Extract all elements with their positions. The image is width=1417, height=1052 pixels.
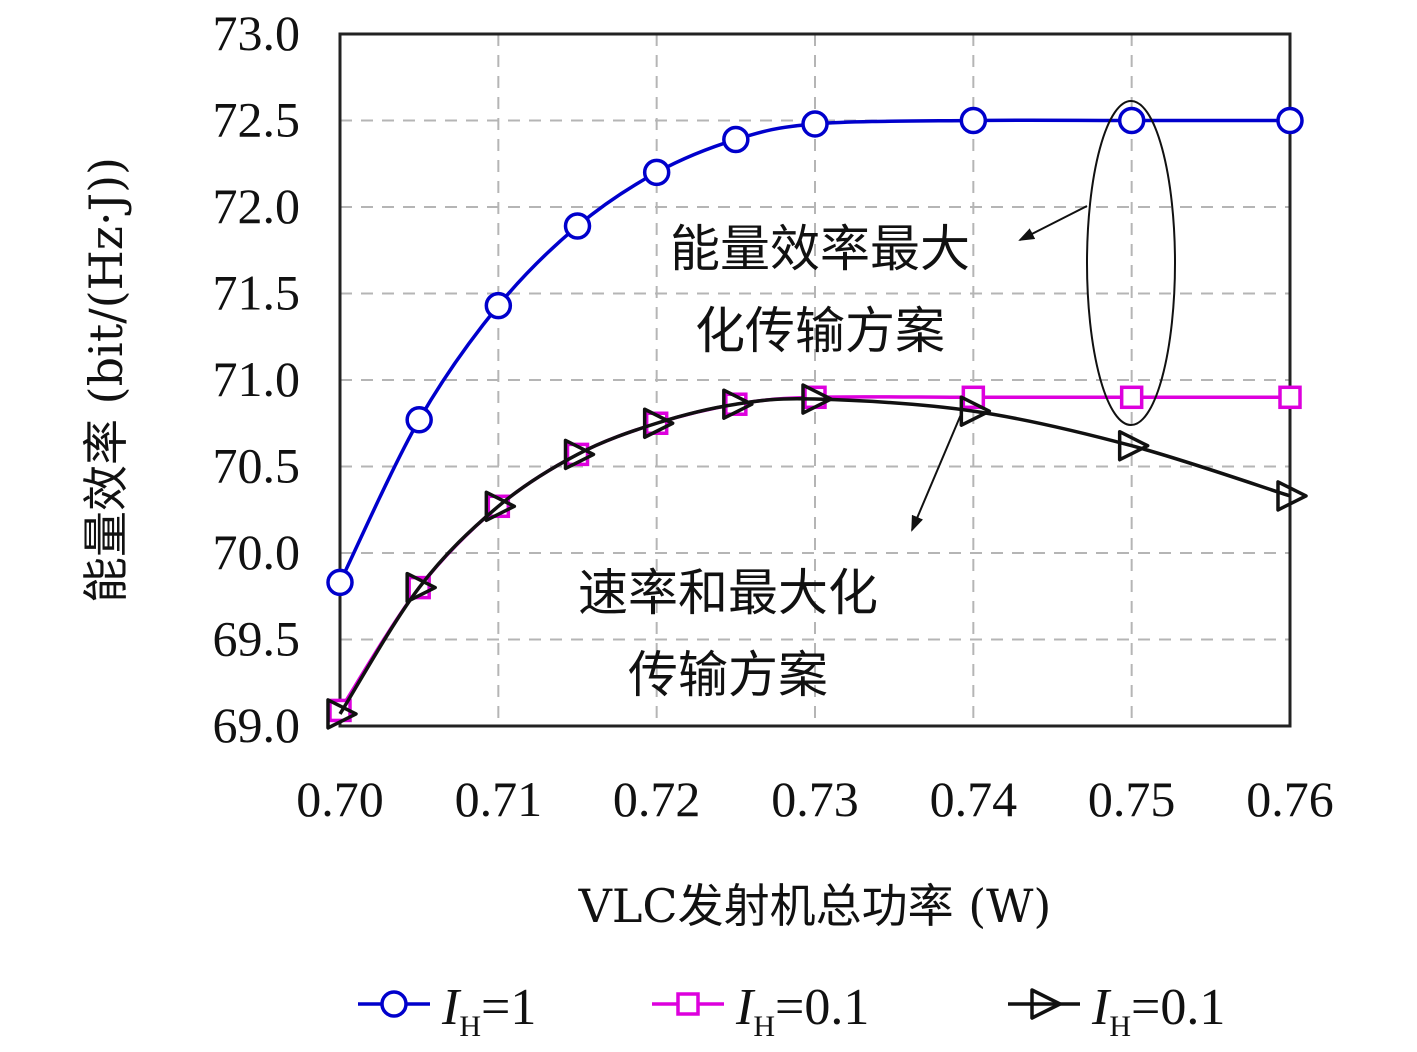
series-1-point: [642, 158, 671, 187]
series-2-point: [1278, 385, 1302, 410]
annotation-1-line-2: 化传输方案: [695, 302, 945, 360]
series-1-point: [563, 212, 592, 240]
x-tick-label: 0.75: [1088, 771, 1176, 827]
legend-item-1: IH=1: [358, 979, 536, 1043]
series-1: [326, 106, 1304, 597]
x-tick-label: 0.76: [1246, 771, 1334, 827]
y-tick-labels: 69.0 69.5 70.0 70.5 71.0 71.5 72.0 72.5 73.0: [213, 5, 301, 753]
x-tick-label: 0.70: [296, 771, 384, 827]
y-tick-label: 71.5: [213, 265, 301, 321]
series-3-point: [326, 698, 358, 730]
series-1-point: [722, 125, 750, 154]
legend-swatch-marker-3: [1030, 988, 1062, 1020]
series-3-point: [642, 407, 675, 439]
series-3-point: [959, 395, 992, 427]
legend-item-2: IH=0.1: [652, 979, 869, 1043]
x-tick-label: 0.71: [455, 771, 543, 827]
annotation-ellipse: [1086, 100, 1176, 426]
y-tick-label: 70.5: [213, 438, 301, 494]
y-tick-label: 70.0: [213, 524, 301, 580]
series-3-point: [484, 490, 517, 523]
legend-swatch-marker-1: [380, 990, 408, 1018]
legend-label-2: IH=0.1: [735, 979, 869, 1043]
y-tick-label: 72.0: [213, 178, 301, 234]
series-1-point: [1276, 106, 1304, 135]
y-tick-label: 71.0: [213, 351, 301, 407]
series-1-point: [326, 568, 354, 597]
annotation-2-line-1: 速率和最大化: [578, 564, 878, 622]
annotation-1-line-1: 能量效率最大: [670, 220, 970, 278]
legend: IH=1 IH=0.1 IH=0.1: [358, 979, 1225, 1043]
series-3-point: [563, 438, 596, 471]
legend-label-1: IH=1: [441, 979, 536, 1043]
legend-swatch-marker-2: [676, 992, 700, 1016]
x-tick-label: 0.74: [930, 771, 1018, 827]
x-tick-label: 0.72: [613, 771, 701, 827]
annotation-arrow-2: [911, 411, 963, 532]
series-2-point: [1119, 385, 1144, 410]
series-3-point: [722, 388, 754, 420]
series-1-line: [338, 118, 1290, 584]
series-3-point: [405, 571, 437, 604]
legend-item-3: IH=0.1: [1008, 979, 1225, 1043]
y-axis-title: 能量效率 (bit/(Hz·J)): [79, 157, 133, 603]
series-3-line: [338, 397, 1291, 715]
annotation-arrow-1: [1018, 205, 1088, 241]
series-1-point: [405, 406, 433, 434]
legend-label-3: IH=0.1: [1091, 979, 1225, 1043]
series-3-point: [801, 383, 833, 415]
series-1-point: [1117, 106, 1146, 135]
y-tick-label: 72.5: [213, 92, 301, 148]
series-layer: [326, 106, 1308, 730]
series-1-point: [959, 106, 988, 135]
y-tick-label: 69.0: [213, 697, 301, 753]
annotation-2-line-2: 传输方案: [628, 646, 828, 704]
y-tick-label: 73.0: [213, 5, 301, 61]
plot-frame: [338, 32, 1292, 728]
series-3: [326, 383, 1308, 730]
y-tick-label: 69.5: [213, 611, 301, 667]
series-1-point: [801, 110, 829, 138]
series-1-point: [484, 291, 513, 320]
x-tick-label: 0.73: [771, 771, 859, 827]
grid-lines: [340, 34, 1290, 726]
series-3-point: [1117, 429, 1150, 462]
series-3-point: [1276, 480, 1308, 512]
x-tick-labels: 0.70 0.71 0.72 0.73 0.74 0.75 0.76: [296, 771, 1334, 827]
x-axis-title: VLC发射机总功率 (W): [578, 879, 1052, 933]
